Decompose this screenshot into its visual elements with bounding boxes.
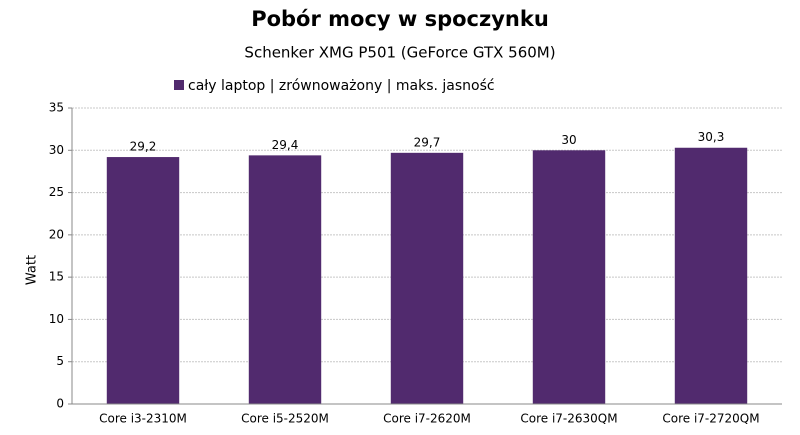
- bar: [532, 150, 606, 404]
- x-tick-label: Core i7-2720QM: [662, 412, 759, 426]
- chart-subtitle: Schenker XMG P501 (GeForce GTX 560M): [244, 44, 555, 62]
- y-tick-label: 30: [49, 143, 64, 157]
- x-tick-label: Core i5-2520M: [241, 412, 329, 426]
- value-label: 30: [561, 133, 576, 147]
- x-tick-label: Core i7-2620M: [383, 412, 471, 426]
- legend-swatch: [174, 80, 184, 90]
- y-tick-label: 20: [49, 227, 64, 241]
- bar: [674, 147, 748, 404]
- y-tick-label: 15: [49, 270, 64, 284]
- value-label: 29,7: [414, 135, 441, 149]
- chart-title: Pobór mocy w spoczynku: [251, 7, 549, 31]
- legend-label: cały laptop | zrównoważony | maks. jasno…: [188, 78, 495, 94]
- x-tick-label: Core i7-2630QM: [520, 412, 617, 426]
- bar: [390, 152, 464, 404]
- x-tick-label: Core i3-2310M: [99, 412, 187, 426]
- y-tick-label: 10: [49, 312, 64, 326]
- y-tick-label: 5: [56, 354, 64, 368]
- y-tick-label: 25: [49, 185, 64, 199]
- value-label: 30,3: [698, 130, 725, 144]
- value-label: 29,2: [130, 140, 157, 154]
- y-tick-label: 35: [49, 101, 64, 115]
- y-axis-label: Watt: [25, 255, 40, 285]
- bar: [248, 155, 322, 404]
- bar: [106, 157, 180, 404]
- value-label: 29,4: [272, 138, 299, 152]
- y-tick-label: 0: [56, 397, 64, 411]
